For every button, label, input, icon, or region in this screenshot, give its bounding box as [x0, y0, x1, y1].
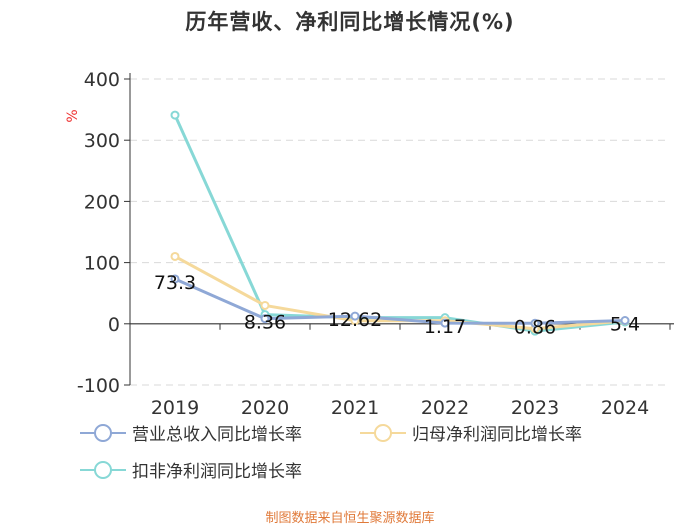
x-tick-label: 2023 — [511, 397, 559, 419]
data-label: 73.3 — [154, 272, 196, 294]
legend-marker-net-profit-icon — [360, 423, 406, 442]
data-label: 0.86 — [514, 316, 556, 338]
y-tick-label: 200 — [84, 191, 120, 213]
y-tick-label: 400 — [84, 69, 120, 91]
series-line — [174, 277, 626, 325]
data-point — [440, 318, 450, 328]
source-footer: 制图数据来自恒生聚源数据库 — [265, 511, 435, 526]
legend-marker-revenue-icon — [80, 423, 126, 442]
y-tick-label: 100 — [84, 253, 120, 275]
data-point — [260, 300, 270, 310]
data-point — [170, 251, 180, 261]
x-tick-label: 2021 — [331, 397, 379, 419]
y-tick-label: 300 — [84, 130, 120, 152]
x-tick-label: 2022 — [421, 397, 469, 419]
data-label: 1.17 — [424, 316, 466, 338]
legend-marker-deducted-profit-icon — [80, 460, 126, 479]
x-tick-label: 2020 — [241, 397, 289, 419]
y-tick-label: -100 — [77, 375, 120, 397]
data-label: 8.36 — [244, 312, 286, 334]
data-point — [620, 315, 630, 325]
legend-label-revenue: 营业总收入同比增长率 — [132, 425, 302, 445]
legend-label-net-profit: 归母净利润同比增长率 — [412, 425, 582, 445]
data-point — [170, 110, 180, 120]
y-axis-label: % — [65, 109, 81, 122]
chart-title: 历年营收、净利同比增长情况(%) — [185, 10, 515, 34]
data-point — [170, 274, 180, 284]
x-tick-label: 2024 — [601, 397, 649, 419]
legend-item-deducted-profit[interactable]: 扣非净利润同比增长率 — [80, 457, 302, 482]
data-point — [530, 318, 540, 328]
data-label: 12.62 — [328, 309, 382, 331]
x-tick-label: 2019 — [151, 397, 199, 419]
series-line — [173, 114, 626, 333]
legend-label-deducted-profit: 扣非净利润同比增长率 — [132, 462, 302, 482]
data-point — [260, 314, 270, 324]
y-tick-label: 0 — [108, 314, 120, 336]
legend-item-net-profit[interactable]: 归母净利润同比增长率 — [360, 420, 582, 445]
data-point — [350, 311, 360, 321]
data-label: 5.4 — [610, 313, 640, 335]
legend-item-revenue[interactable]: 营业总收入同比增长率 — [80, 420, 302, 445]
